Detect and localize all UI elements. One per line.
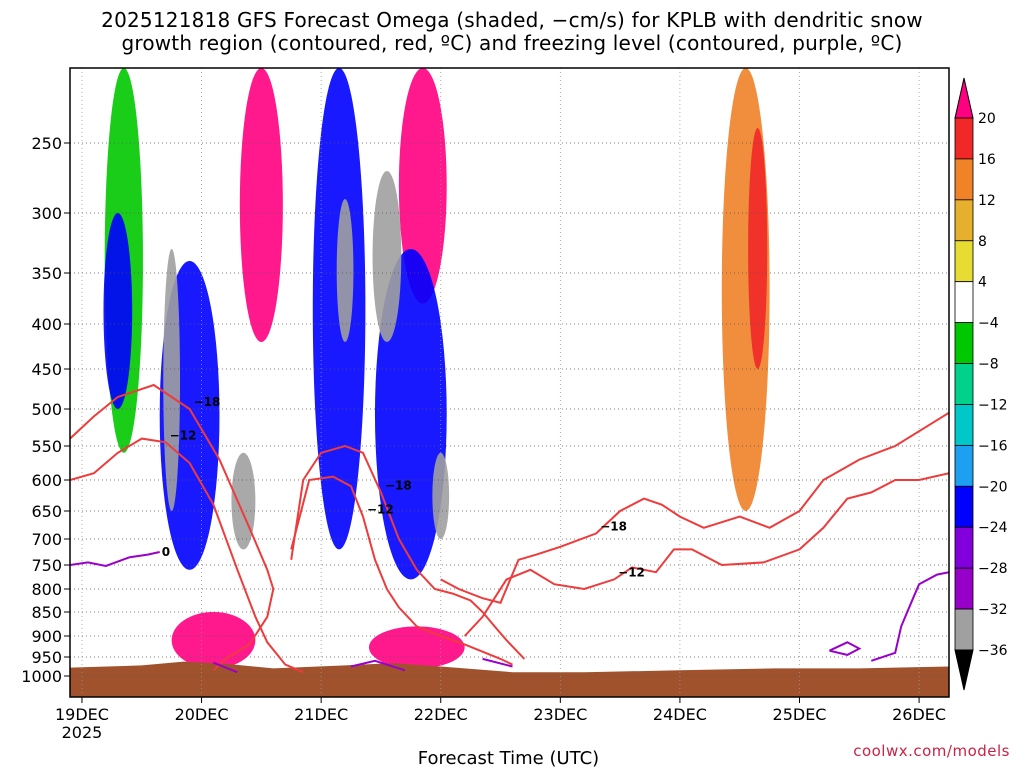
contour-layer: −12 −18 −18 −12 −18 −12 0 bbox=[70, 383, 949, 674]
freezing-contour-1 bbox=[213, 661, 238, 674]
y-tick-label-650: 650 bbox=[31, 502, 62, 521]
x-tick-label-20DEC: 20DEC bbox=[175, 705, 229, 724]
colorbar-label-12: −32 bbox=[978, 602, 1008, 618]
omega-cell-2 bbox=[748, 128, 768, 369]
colorbar-label-13: −36 bbox=[978, 643, 1008, 659]
colorbar-label-5: −4 bbox=[978, 316, 999, 332]
x-tick-sublabel: 2025 bbox=[62, 723, 103, 742]
terrain-layer bbox=[70, 661, 949, 697]
colorbar-label-8: −16 bbox=[978, 438, 1008, 454]
colorbar-box-1 bbox=[954, 158, 974, 201]
terrain-fill bbox=[70, 661, 949, 697]
y-tick-label-450: 450 bbox=[31, 360, 62, 379]
y-tick-label-1000: 1000 bbox=[21, 667, 62, 686]
colorbar-box-5 bbox=[954, 322, 974, 364]
colorbar-bottom-arrow bbox=[954, 649, 974, 691]
x-tick-label-23DEC: 23DEC bbox=[533, 705, 587, 724]
colorbar-box-8 bbox=[954, 444, 974, 487]
y-tick-label-300: 300 bbox=[31, 204, 62, 223]
omega-cell-6 bbox=[368, 626, 465, 669]
colorbar-label-9: −20 bbox=[978, 479, 1008, 495]
omega-cell-12 bbox=[231, 452, 256, 550]
colorbar-box-3 bbox=[954, 240, 974, 283]
omega-cell-13 bbox=[336, 199, 354, 342]
x-tick-label-26DEC: 26DEC bbox=[892, 705, 946, 724]
freezing-contour-3 bbox=[482, 657, 513, 668]
colorbar-box-7 bbox=[954, 404, 974, 446]
y-tick-label-800: 800 bbox=[31, 580, 62, 599]
y-tick-label-500: 500 bbox=[31, 400, 62, 419]
y-tick-label-550: 550 bbox=[31, 437, 62, 456]
colorbar: 20 16 12 8 4 −4 −8 −12 −16 −20 −24 −28 −32 −36 bbox=[954, 77, 1008, 691]
colorbar-top-arrow bbox=[954, 77, 974, 119]
colorbar-box-2 bbox=[954, 199, 974, 242]
x-tick-label-25DEC: 25DEC bbox=[773, 705, 827, 724]
y-tick-label-400: 400 bbox=[31, 315, 62, 334]
y-tick-label-700: 700 bbox=[31, 530, 62, 549]
colorbar-box-0 bbox=[954, 117, 974, 160]
dgz-contour-5 bbox=[463, 472, 949, 637]
chart-title-line-1: 2025121818 GFS Forecast Omega (shaded, −… bbox=[101, 8, 923, 32]
credit-text[interactable]: coolwx.com/models bbox=[853, 742, 1010, 760]
plot-frame bbox=[69, 67, 950, 698]
colorbar-label-2: 12 bbox=[978, 193, 996, 209]
x-tick-label-24DEC: 24DEC bbox=[653, 705, 707, 724]
dgz-contour-label-5: −12 bbox=[618, 565, 645, 579]
x-tick-label-21DEC: 21DEC bbox=[294, 705, 348, 724]
dgz-contour-3 bbox=[290, 475, 513, 666]
axes: 250 300 350 400 450 500 550 600 650 700 750 800 850 9… bbox=[21, 67, 950, 768]
colorbar-label-3: 8 bbox=[978, 234, 987, 250]
omega-cell-4 bbox=[398, 68, 447, 304]
freezing-contour-0 bbox=[70, 551, 160, 568]
x-tick-label-22DEC: 22DEC bbox=[414, 705, 468, 724]
colorbar-label-11: −28 bbox=[978, 561, 1008, 577]
freezing-contour-label: 0 bbox=[162, 545, 170, 559]
colorbar-label-0: 20 bbox=[978, 111, 996, 127]
freezing-contour-2 bbox=[350, 659, 406, 672]
colorbar-box-6 bbox=[954, 363, 974, 405]
dgz-contour-0 bbox=[70, 437, 304, 674]
colorbar-label-4: 4 bbox=[978, 275, 987, 291]
freezing-contour-5 bbox=[870, 571, 949, 662]
dgz-contour-label-1: −18 bbox=[194, 395, 221, 409]
colorbar-label-7: −12 bbox=[978, 397, 1008, 413]
colorbar-label-10: −24 bbox=[978, 520, 1008, 536]
colorbar-box-12 bbox=[954, 608, 974, 651]
colorbar-label-6: −8 bbox=[978, 357, 999, 373]
dgz-contour-2 bbox=[290, 444, 526, 660]
omega-cell-11 bbox=[163, 249, 181, 511]
omega-cell-14 bbox=[372, 171, 402, 342]
dgz-contour-label-3: −12 bbox=[367, 503, 394, 517]
omega-cell-5 bbox=[171, 612, 256, 669]
dgz-contour-label-2: −18 bbox=[385, 478, 412, 492]
chart-title-line-2: growth region (contoured, red, ºC) and f… bbox=[121, 31, 903, 55]
colorbar-label-1: 16 bbox=[978, 152, 996, 168]
dgz-contour-label-4: −18 bbox=[600, 519, 627, 533]
dgz-contour-4 bbox=[440, 411, 949, 604]
x-axis-label: Forecast Time (UTC) bbox=[418, 748, 599, 768]
gridlines bbox=[70, 68, 949, 697]
colorbar-box-9 bbox=[954, 485, 974, 528]
dgz-contour-label-0: −12 bbox=[170, 428, 197, 442]
colorbar-box-10 bbox=[954, 526, 974, 569]
colorbar-box-11 bbox=[954, 567, 974, 610]
omega-shading bbox=[70, 68, 949, 697]
omega-cell-7 bbox=[103, 213, 133, 409]
freezing-contour-4 bbox=[828, 641, 862, 656]
y-tick-label-900: 900 bbox=[31, 627, 62, 646]
y-tick-label-250: 250 bbox=[31, 134, 62, 153]
y-tick-label-750: 750 bbox=[31, 556, 62, 575]
colorbar-box-4 bbox=[954, 281, 974, 324]
y-tick-label-850: 850 bbox=[31, 603, 62, 622]
y-tick-label-950: 950 bbox=[31, 648, 62, 667]
x-tick-label-19DEC: 19DEC bbox=[55, 705, 109, 724]
y-tick-label-600: 600 bbox=[31, 471, 62, 490]
omega-cell-3 bbox=[239, 68, 283, 342]
omega-cell-15 bbox=[432, 452, 450, 539]
y-tick-label-350: 350 bbox=[31, 264, 62, 283]
dgz-contour-1 bbox=[70, 383, 275, 672]
